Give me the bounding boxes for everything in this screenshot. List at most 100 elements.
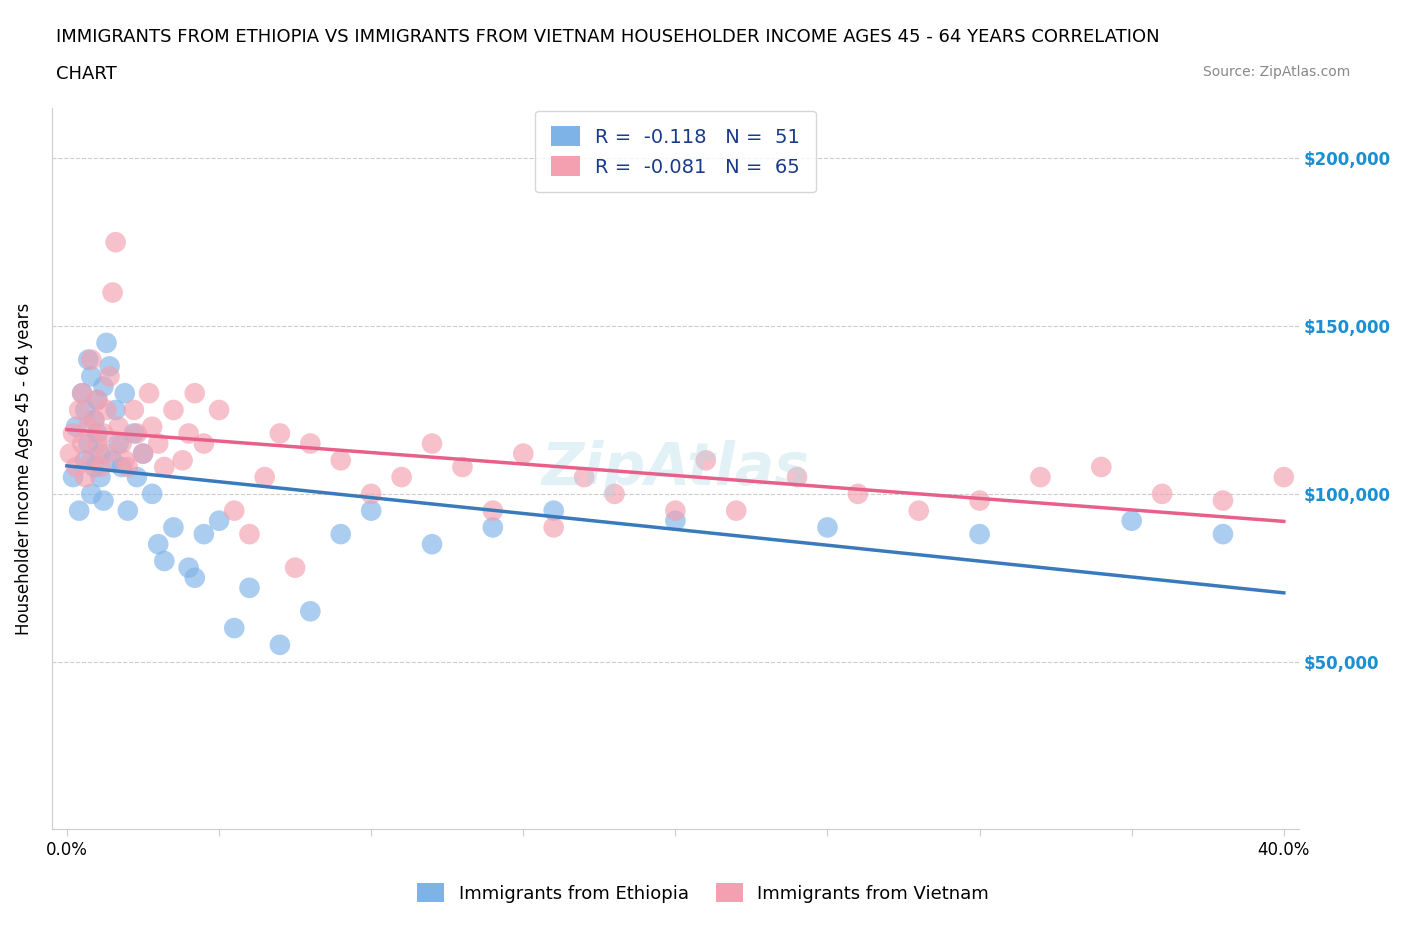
Point: [107, 419, 129, 434]
Point: [93, 426, 115, 441]
Point: [420, 537, 443, 551]
Point: [329, 453, 352, 468]
Point: [269, 426, 291, 441]
Point: [1029, 470, 1052, 485]
Point: [89, 459, 111, 474]
Point: [77, 352, 100, 367]
Point: [93, 379, 115, 394]
Point: [67, 403, 90, 418]
Point: [89, 470, 111, 485]
Point: [141, 419, 163, 434]
Point: [114, 386, 136, 401]
Text: Source: ZipAtlas.com: Source: ZipAtlas.com: [1202, 65, 1350, 79]
Point: [114, 453, 136, 468]
Point: [125, 470, 148, 485]
Point: [1152, 486, 1174, 501]
Point: [122, 403, 145, 418]
Point: [101, 286, 124, 300]
Point: [482, 503, 505, 518]
Point: [83, 459, 105, 474]
Point: [193, 526, 215, 541]
Point: [77, 419, 100, 434]
Point: [391, 470, 413, 485]
Text: CHART: CHART: [56, 65, 117, 83]
Point: [132, 446, 155, 461]
Point: [80, 369, 103, 384]
Point: [83, 413, 105, 428]
Point: [153, 459, 176, 474]
Point: [148, 537, 170, 551]
Point: [104, 234, 127, 249]
Point: [183, 386, 205, 401]
Point: [603, 486, 626, 501]
Point: [208, 403, 231, 418]
Point: [96, 336, 118, 351]
Point: [177, 560, 200, 575]
Point: [907, 503, 929, 518]
Point: [329, 526, 352, 541]
Point: [420, 436, 443, 451]
Legend: Immigrants from Ethiopia, Immigrants from Vietnam: Immigrants from Ethiopia, Immigrants fro…: [408, 874, 998, 911]
Point: [141, 486, 163, 501]
Point: [86, 392, 108, 407]
Point: [65, 419, 87, 434]
Point: [125, 426, 148, 441]
Point: [75, 453, 97, 468]
Point: [132, 446, 155, 461]
Point: [89, 446, 111, 461]
Point: [1212, 493, 1234, 508]
Point: [107, 436, 129, 451]
Point: [1272, 470, 1295, 485]
Point: [360, 486, 382, 501]
Point: [269, 637, 291, 652]
Point: [70, 436, 93, 451]
Point: [86, 436, 108, 451]
Point: [786, 470, 808, 485]
Point: [117, 503, 139, 518]
Point: [96, 403, 118, 418]
Point: [224, 503, 246, 518]
Point: [238, 526, 260, 541]
Point: [969, 526, 991, 541]
Legend: R =  -0.118   N =  51, R =  -0.081   N =  65: R = -0.118 N = 51, R = -0.081 N = 65: [536, 111, 815, 193]
Point: [543, 520, 565, 535]
Point: [1212, 526, 1234, 541]
Point: [93, 493, 115, 508]
Point: [104, 403, 127, 418]
Point: [83, 413, 105, 428]
Point: [59, 446, 82, 461]
Point: [148, 436, 170, 451]
Point: [101, 453, 124, 468]
Point: [86, 392, 108, 407]
Point: [86, 426, 108, 441]
Point: [62, 470, 84, 485]
Point: [224, 620, 246, 635]
Point: [80, 486, 103, 501]
Point: [664, 503, 686, 518]
Point: [98, 369, 121, 384]
Point: [162, 520, 184, 535]
Point: [80, 453, 103, 468]
Point: [75, 403, 97, 418]
Point: [62, 426, 84, 441]
Point: [846, 486, 869, 501]
Point: [122, 426, 145, 441]
Point: [70, 386, 93, 401]
Point: [543, 503, 565, 518]
Point: [70, 386, 93, 401]
Point: [695, 453, 717, 468]
Point: [572, 470, 595, 485]
Point: [817, 520, 839, 535]
Point: [253, 470, 276, 485]
Point: [451, 459, 474, 474]
Text: IMMIGRANTS FROM ETHIOPIA VS IMMIGRANTS FROM VIETNAM HOUSEHOLDER INCOME AGES 45 -: IMMIGRANTS FROM ETHIOPIA VS IMMIGRANTS F…: [56, 28, 1160, 46]
Point: [75, 470, 97, 485]
Point: [177, 426, 200, 441]
Point: [183, 570, 205, 585]
Point: [96, 446, 118, 461]
Point: [111, 436, 134, 451]
Point: [1090, 459, 1112, 474]
Point: [65, 459, 87, 474]
Point: [172, 453, 194, 468]
Point: [162, 403, 184, 418]
